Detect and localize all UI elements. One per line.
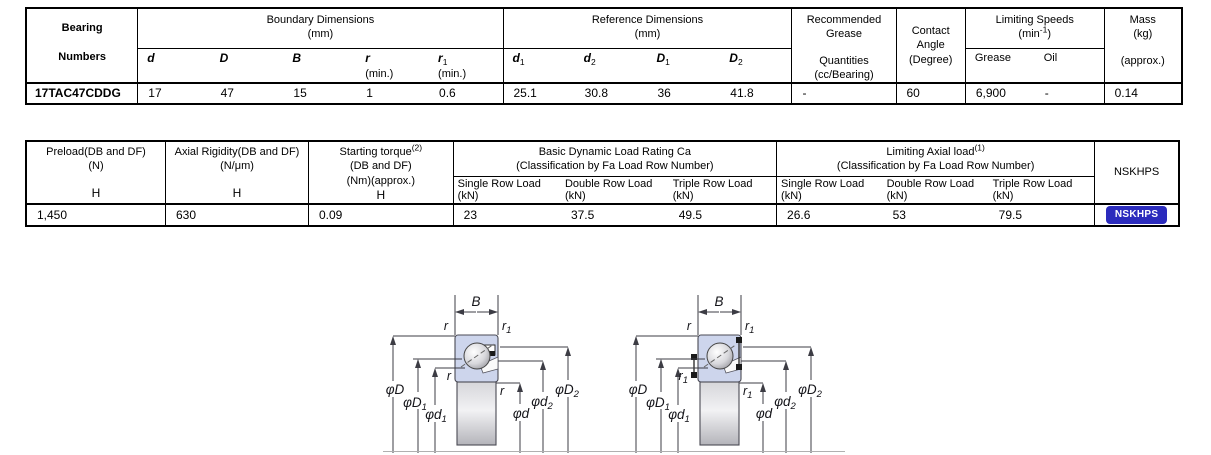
limiting-axial-load-group-header: Limiting Axial load(1) (Classification b… (776, 141, 1096, 177)
subheader-dynamic-single: Single Row Load (kN) (457, 177, 541, 203)
subheader-axial-triple: Triple Row Load (kN) (988, 176, 1096, 205)
col-header-d: d (147, 51, 155, 66)
col-header-speed-oil: Oil (1034, 48, 1105, 84)
reference-dimensions-group-header: Reference Dimensions (mm) (503, 8, 793, 50)
nskhps-column-header: NSKHPS (1113, 166, 1160, 179)
col-header-r1-min: r1 (min.) (429, 48, 504, 84)
dim-label-phiD1: φD1 (646, 395, 670, 413)
value-starting-torque: 0.09 (308, 203, 454, 227)
value-r: 1 (356, 82, 430, 105)
dim-label-phiD: φD (386, 382, 405, 397)
value-axial-triple: 79.5 (988, 203, 1096, 227)
value-D1: 36 (647, 82, 721, 105)
col-header-speed-grease: Grease (974, 52, 1011, 65)
value-d1: 25.1 (503, 82, 575, 105)
dim-label-r-top-left: r (444, 319, 449, 333)
value-axial-single: 26.6 (776, 203, 883, 227)
dimension-lines-right (633, 295, 814, 453)
value-axial-double: 53 (882, 203, 989, 227)
value-grease-quantity: - (791, 82, 897, 105)
starting-torque-header: Starting torque(2) (DB and DF) (Nm)(appr… (308, 141, 454, 205)
value-mass: 0.14 (1104, 82, 1182, 105)
value-d2: 30.8 (574, 82, 648, 105)
col-header-D: D (219, 51, 229, 66)
dim-label-phid: φd (756, 406, 773, 421)
bearing-dimensions-table: Bearing Numbers Boundary Dimensions (mm)… (25, 7, 1183, 106)
bearing-diagram-right: B r r1 r1 r1 φD φD1 φd1 φd φd2 φD2 (629, 294, 823, 453)
load-ratings-table: Preload(DB and DF) (N) H Axial Rigidity(… (25, 140, 1180, 228)
value-r1: 0.6 (429, 82, 504, 105)
dim-label-r1-top-right: r1 (502, 319, 511, 336)
contact-angle-line (460, 343, 495, 368)
dim-label-phiD2: φD2 (798, 382, 823, 400)
load-ratings-table-region: Preload(DB and DF) (N) H Axial Rigidity(… (25, 140, 1180, 228)
subheader-axial-single: Single Row Load (kN) (781, 177, 865, 203)
bearing-diagram-left: B r r1 r r φD φD1 φd1 φd φd2 φD2 (386, 294, 580, 453)
dim-label-r1-mid-left: r1 (679, 369, 688, 386)
contact-angle-header: Contact Angle (Degree) (896, 8, 966, 84)
col-header-d2: d2 (583, 51, 596, 68)
dynamic-load-rating-group-header: Basic Dynamic Load Rating Ca (Classifica… (453, 141, 778, 177)
bearing-numbers-header: Bearing Numbers (26, 8, 139, 84)
value-dynamic-triple: 49.5 (668, 203, 778, 227)
dim-label-phid2: φd2 (774, 394, 796, 412)
value-dynamic-single: 23 (453, 203, 561, 227)
dim-label-phid1: φd1 (425, 407, 447, 425)
dim-label-r-top-left: r (687, 319, 692, 333)
dim-label-B: B (471, 294, 480, 309)
dim-label-r-mid-right: r (500, 384, 505, 398)
subheader-dynamic-double: Double Row Load (kN) (564, 177, 653, 203)
dim-label-r1-top-right: r1 (745, 319, 754, 336)
dim-label-phid: φd (513, 406, 530, 421)
dim-label-phiD1: φD1 (403, 395, 427, 413)
limiting-speeds-group-header: Limiting Speeds (min-1) (965, 8, 1105, 50)
nskhps-badge[interactable]: NSKHPS (1105, 206, 1168, 225)
value-B: 15 (283, 82, 357, 105)
col-header-D1: D1 (656, 51, 670, 68)
diagram-baseline (383, 451, 845, 452)
mass-header: Mass (kg) (approx.) (1120, 14, 1165, 67)
dim-label-phid2: φd2 (531, 394, 553, 412)
value-d: 17 (137, 82, 211, 105)
col-header-B: B (292, 51, 302, 66)
dim-label-phid1: φd1 (668, 407, 690, 425)
value-dynamic-double: 37.5 (560, 203, 669, 227)
contact-angle-line (703, 343, 738, 368)
col-header-D2: D2 (720, 48, 793, 84)
boundary-dimensions-group-header: Boundary Dimensions (mm) (137, 8, 504, 50)
value-bearing-number: 17TAC47CDDG (26, 82, 139, 105)
dim-label-B: B (714, 294, 723, 309)
bearing-section-right (691, 334, 742, 446)
value-contact-angle: 60 (896, 82, 966, 105)
value-preload: 1,450 (26, 203, 166, 227)
bearing-dimensions-table-region: Bearing Numbers Boundary Dimensions (mm)… (25, 7, 1183, 106)
value-D: 47 (210, 82, 284, 105)
value-speed-oil: - (1034, 82, 1105, 105)
axial-rigidity-header: Axial Rigidity(DB and DF) (N/μm) H (165, 141, 309, 205)
preload-header: Preload(DB and DF) (N) H (26, 141, 166, 205)
subheader-axial-double: Double Row Load (kN) (886, 177, 975, 203)
subheader-dynamic-triple: Triple Row Load (kN) (668, 176, 778, 205)
dim-label-r-mid-left: r (447, 369, 452, 383)
dimension-lines-left (390, 295, 571, 453)
dim-label-r1-mid-right: r1 (743, 384, 752, 401)
value-speed-grease: 6,900 (965, 82, 1035, 105)
dim-label-phiD2: φD2 (555, 382, 580, 400)
col-header-r-min: r (min.) (365, 51, 394, 81)
value-axial-rigidity: 630 (165, 203, 309, 227)
nskhps-badge-cell: NSKHPS (1094, 203, 1179, 227)
recommended-grease-header: Recommended Grease Quantities (cc/Bearin… (791, 8, 897, 84)
bearing-section-left (454, 334, 499, 446)
col-header-d1: d1 (512, 51, 525, 68)
value-D2: 41.8 (720, 82, 793, 105)
dim-label-phiD: φD (629, 382, 648, 397)
